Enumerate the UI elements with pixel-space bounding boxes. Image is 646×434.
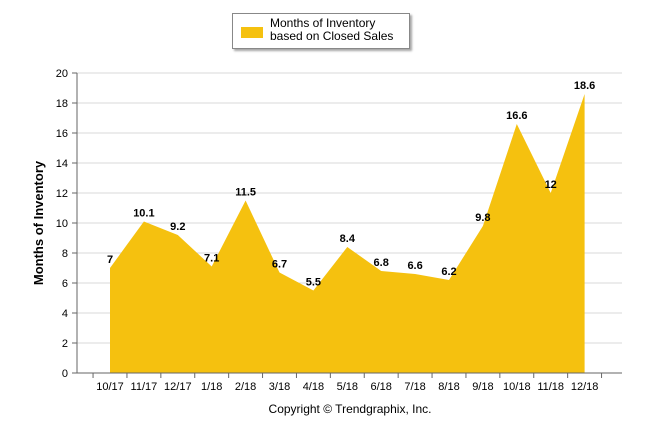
data-label: 9.8 [475,212,490,224]
y-tick-label: 10 [56,218,68,230]
area-series [110,94,585,373]
data-label: 6.2 [441,266,456,278]
y-tick-label: 2 [62,338,68,350]
y-tick-label: 8 [62,248,68,260]
x-tick-label: 1/18 [201,381,222,393]
x-tick-label: 11/17 [131,381,158,393]
data-label: 6.7 [272,259,287,271]
x-tick-label: 5/18 [337,381,358,393]
data-label: 9.2 [170,221,185,233]
data-label: 6.6 [407,260,422,272]
y-tick-label: 14 [56,158,68,170]
x-tick-label: 8/18 [438,381,459,393]
data-label: 6.8 [374,257,389,269]
axes [76,73,622,374]
y-tick-label: 0 [62,368,68,380]
copyright: Copyright © Trendgraphix, Inc. [268,402,432,416]
x-tick-label: 12/18 [571,381,599,393]
data-label: 11.5 [235,187,256,199]
data-label: 12 [545,179,557,191]
y-tick-label: 12 [56,188,68,200]
data-labels: 7 10.1 9.2 7.1 11.5 6.7 5.5 8.4 6.8 6.6 6.2 9.8 16.6… [107,80,595,289]
y-axis-ticks: 0 2 4 6 8 10 12 14 16 18 20 [56,68,77,380]
y-tick-label: 4 [62,308,68,320]
data-label: 8.4 [340,233,356,245]
y-axis-title: Months of Inventory [31,160,46,285]
x-tick-label: 7/18 [404,381,425,393]
legend-swatch [241,27,263,38]
x-tick-label: 2/18 [235,381,256,393]
data-label: 18.6 [574,80,595,92]
legend-label: Months of Inventory based on Closed Sale… [270,16,394,43]
data-label: 16.6 [506,110,527,122]
series-area [110,94,585,373]
data-label: 7 [107,254,113,266]
x-tick-label: 10/17 [96,381,124,393]
x-tick-label: 6/18 [370,381,391,393]
x-axis-ticks: 10/17 11/17 12/17 1/18 2/18 3/18 4/18 5/18 6/18 7… [92,373,603,393]
x-tick-label: 10/18 [503,381,531,393]
x-tick-label: 4/18 [303,381,324,393]
x-tick-label: 3/18 [269,381,290,393]
data-label: 10.1 [133,208,154,220]
x-tick-label: 11/18 [537,381,564,393]
legend: Months of Inventory based on Closed Sale… [232,13,410,49]
data-label: 5.5 [306,277,321,289]
x-tick-label: 12/17 [164,381,192,393]
x-tick-label: 9/18 [472,381,493,393]
y-tick-label: 6 [62,278,68,290]
data-label: 7.1 [204,253,219,265]
y-tick-label: 18 [56,98,68,110]
y-tick-label: 16 [56,128,68,140]
y-tick-label: 20 [56,68,68,80]
